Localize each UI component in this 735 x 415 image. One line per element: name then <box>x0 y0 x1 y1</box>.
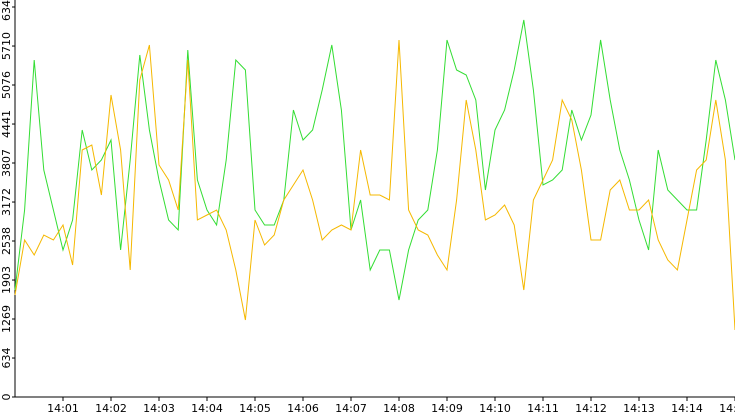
y-tick-label: 0 <box>0 394 13 401</box>
x-tick-label: 14:13 <box>623 402 655 415</box>
x-tick-label: 14:03 <box>143 402 175 415</box>
y-tick-label: 5710 <box>0 32 13 60</box>
series-line <box>14 39 735 331</box>
x-tick-label: 14:06 <box>287 402 319 415</box>
y-tick-label: 3172 <box>0 188 13 216</box>
x-tick-label: 14:15 <box>719 402 735 415</box>
y-tick-label: 2538 <box>0 227 13 255</box>
x-tick-label: 14:11 <box>527 402 559 415</box>
y-tick-label: 1269 <box>0 305 13 333</box>
y-tick-label: 3807 <box>0 149 13 177</box>
x-tick-label: 14:14 <box>671 402 703 415</box>
y-tick-label: 6345 <box>0 0 13 21</box>
y-tick-label: 1903 <box>0 266 13 294</box>
x-tick-label: 14:04 <box>191 402 223 415</box>
y-tick-label: 4441 <box>0 110 13 138</box>
x-tick-label: 14:12 <box>575 402 607 415</box>
x-tick-label: 14:08 <box>383 402 415 415</box>
series-line <box>14 19 735 301</box>
y-tick-label: 5076 <box>0 71 13 99</box>
x-tick-label: 14:07 <box>335 402 367 415</box>
x-tick-label: 14:01 <box>47 402 79 415</box>
x-tick-label: 14:09 <box>431 402 463 415</box>
x-tick-label: 14:02 <box>95 402 127 415</box>
y-tick-label: 634 <box>0 348 13 369</box>
x-tick-label: 14:05 <box>239 402 271 415</box>
x-tick-label: 14:10 <box>479 402 511 415</box>
